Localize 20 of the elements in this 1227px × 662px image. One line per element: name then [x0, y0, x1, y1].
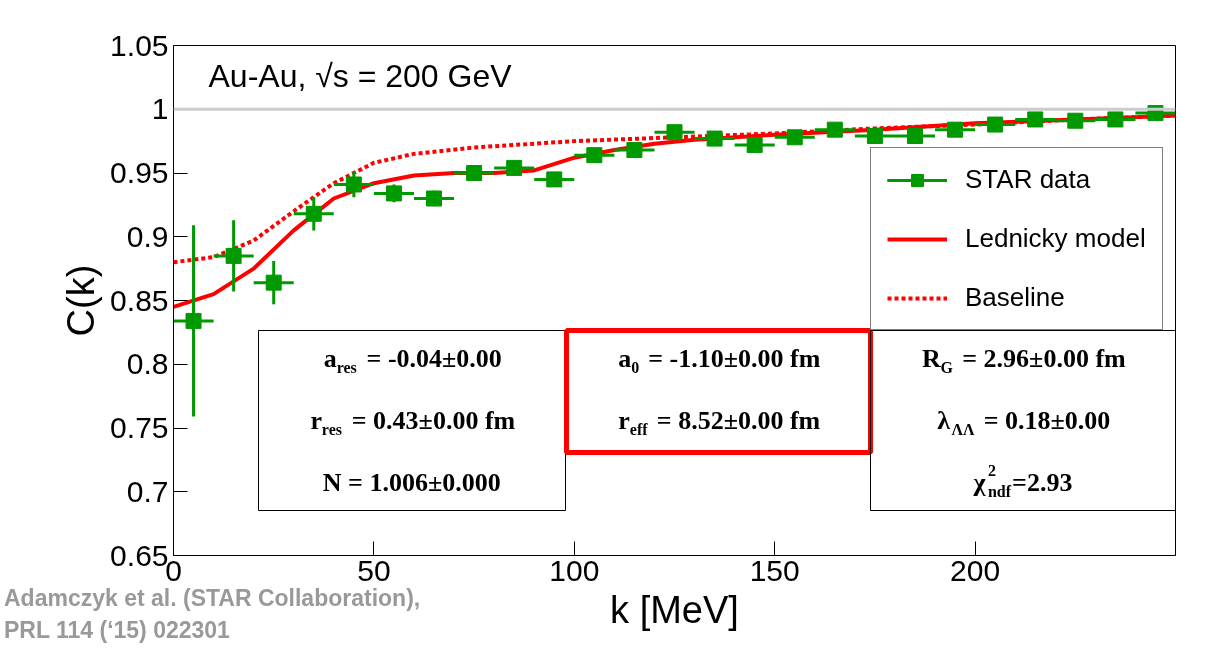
x-axis-title: k [MeV]: [610, 588, 739, 631]
legend-label: Baseline: [965, 282, 1065, 313]
x-tick-label: 200: [950, 553, 1001, 587]
y-tick-label: 0.9: [126, 219, 169, 253]
legend-label: STAR data: [965, 164, 1091, 195]
x-tick-label: 150: [749, 553, 800, 587]
chart-title: Au-Au, √s = 200 GeV: [208, 57, 513, 94]
y-axis-title: C(k): [60, 264, 103, 337]
y-tick-label: 1.05: [110, 28, 169, 62]
annotation: N = 1.006±0.000: [322, 468, 501, 497]
text: Adamczyk et al. (STAR Collaboration), PRL 114 (‘15) 022301: [4, 584, 421, 646]
y-tick-label: 0.8: [126, 347, 169, 381]
x-tick-label: 100: [549, 553, 600, 587]
y-tick-label: 0.7: [126, 474, 169, 508]
y-tick-label: 0.95: [110, 156, 169, 189]
x-tick-label: 50: [357, 553, 391, 587]
y-tick-label: 1: [151, 92, 169, 126]
y-tick-label: 0.75: [110, 411, 169, 444]
y-tick-label: 0.85: [110, 283, 169, 317]
legend-label: Lednicky model: [965, 223, 1146, 254]
